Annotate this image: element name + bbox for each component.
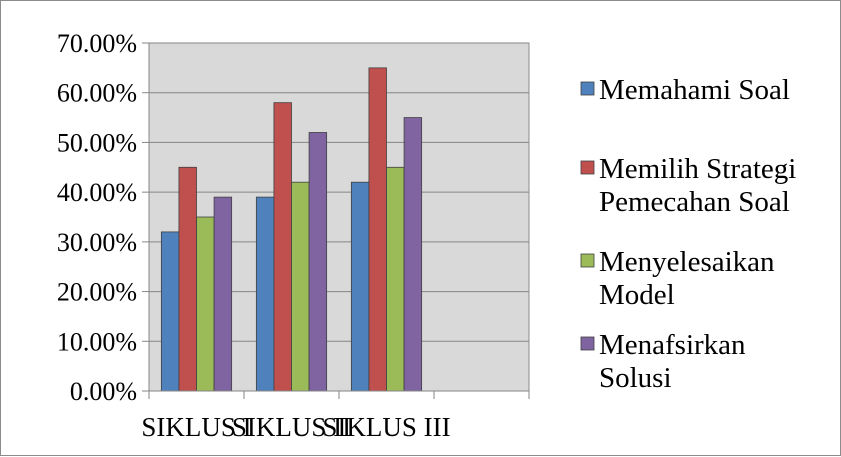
bar [178,166,197,392]
legend-label: Menafsirkan [599,329,746,361]
y-tick-label: 50.00% [57,128,137,157]
legend-label: Memilih Strategi [599,153,796,185]
legend-label: Menyelesaikan [599,246,775,278]
legend-label: Memahami Soal [599,74,790,106]
bar [350,181,370,392]
y-tick-label: 0.00% [70,377,137,406]
bar [255,196,275,392]
y-tick-labels: 0.00% 10.00% 20.00% 30.00% 40.00% 50.00% 60.00… [57,29,137,406]
x-category-label: SIKLUS II [232,412,351,442]
y-tick-label: 70.00% [57,29,137,58]
legend-swatch [580,160,595,175]
bar [213,196,233,392]
legend-label: Solusi [599,362,672,394]
y-tick-label: 40.00% [57,178,137,207]
legend-swatch [580,336,595,351]
bar [368,67,387,392]
legend-label: Model [599,279,675,311]
x-category-label: SIKLUS III [322,412,450,442]
legend-label: Pemecahan Soal [599,186,790,218]
bar [386,166,405,392]
legend-swatch [580,81,595,96]
legend-swatch [580,253,595,268]
x-category-label: SIKLUS I [141,412,251,442]
y-tick-label: 10.00% [57,327,137,356]
bars [160,67,423,392]
bar [160,231,180,392]
bar [273,102,292,392]
y-tick-label: 60.00% [57,79,137,108]
bar [308,132,328,392]
bar [196,216,215,392]
bar [403,117,423,392]
y-tick-label: 20.00% [57,278,137,307]
y-tick-label: 30.00% [57,228,137,257]
axes [142,42,530,399]
bar [291,181,310,392]
